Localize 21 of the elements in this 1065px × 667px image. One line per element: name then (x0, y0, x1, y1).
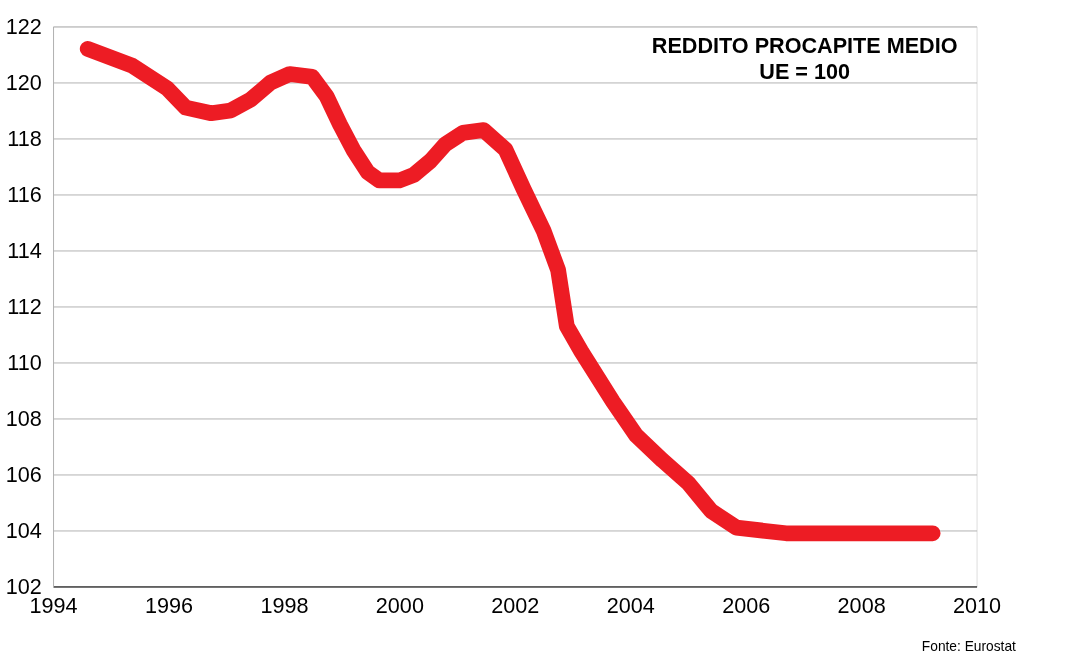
y-tick-label: 106 (5, 461, 42, 487)
y-tick-label: 122 (5, 13, 42, 39)
y-tick-label: 104 (5, 517, 42, 543)
y-tick-label: 118 (7, 125, 42, 151)
y-tick-label: 108 (5, 405, 42, 431)
x-tick-label: 2008 (837, 593, 886, 619)
y-tick-label: 116 (7, 181, 42, 207)
x-tick-label: 2006 (722, 593, 771, 619)
chart-title: REDDITO PROCAPITE MEDIO (651, 32, 958, 58)
y-tick-label: 110 (7, 349, 42, 375)
x-tick-label: 2000 (375, 593, 424, 619)
x-tick-label: 2004 (606, 593, 655, 619)
y-tick-label: 114 (7, 237, 42, 263)
x-tick-label: 2010 (953, 593, 1002, 619)
x-tick-label: 2002 (491, 593, 540, 619)
x-tick-label: 1996 (144, 593, 194, 619)
source-note: Fonte: Eurostat (921, 639, 1017, 655)
y-tick-label: 112 (7, 293, 42, 319)
text: UE = 100 (759, 58, 850, 84)
y-tick-label: 120 (5, 69, 42, 95)
x-tick-label: 1998 (260, 593, 309, 619)
